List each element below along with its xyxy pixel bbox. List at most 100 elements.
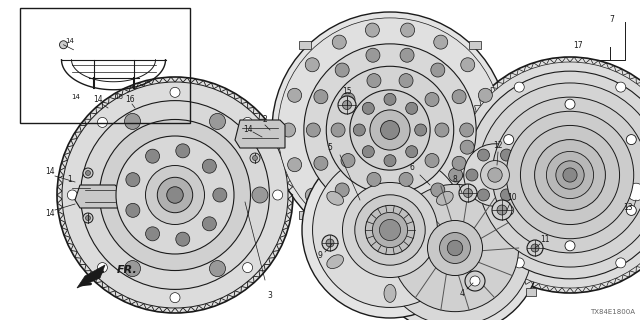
Ellipse shape [327, 191, 344, 205]
Circle shape [506, 111, 634, 239]
Circle shape [250, 153, 260, 163]
Circle shape [406, 146, 418, 158]
Circle shape [62, 82, 288, 308]
Text: 17: 17 [573, 41, 583, 50]
Circle shape [243, 263, 253, 273]
Text: 15: 15 [342, 87, 352, 97]
Ellipse shape [384, 158, 396, 176]
Ellipse shape [327, 255, 344, 268]
Circle shape [515, 258, 524, 268]
Circle shape [465, 271, 485, 291]
Circle shape [504, 205, 514, 215]
Circle shape [82, 187, 98, 203]
Circle shape [627, 135, 636, 145]
Circle shape [460, 140, 474, 154]
Circle shape [401, 23, 415, 37]
Circle shape [392, 184, 518, 312]
Circle shape [627, 205, 636, 215]
Circle shape [428, 220, 483, 276]
Text: 3: 3 [268, 291, 273, 300]
Circle shape [478, 158, 492, 172]
Circle shape [425, 154, 439, 167]
Text: 14: 14 [71, 94, 80, 100]
Circle shape [400, 48, 414, 62]
Circle shape [314, 90, 328, 104]
Circle shape [342, 100, 351, 109]
Circle shape [305, 188, 319, 202]
Circle shape [488, 129, 502, 143]
Circle shape [384, 155, 396, 167]
Circle shape [116, 136, 234, 254]
Circle shape [627, 183, 640, 201]
Circle shape [362, 102, 374, 114]
Circle shape [492, 97, 640, 253]
Circle shape [145, 149, 159, 163]
Ellipse shape [436, 191, 453, 205]
Circle shape [452, 57, 640, 293]
Circle shape [314, 156, 328, 170]
Circle shape [272, 12, 508, 248]
Circle shape [515, 82, 524, 92]
Circle shape [253, 156, 257, 161]
Circle shape [305, 58, 319, 72]
Circle shape [83, 168, 93, 178]
Circle shape [478, 83, 640, 267]
Circle shape [67, 190, 77, 200]
Circle shape [488, 207, 502, 221]
Polygon shape [469, 41, 481, 49]
Circle shape [355, 195, 425, 265]
Circle shape [425, 92, 439, 107]
Circle shape [273, 190, 283, 200]
Ellipse shape [384, 284, 396, 302]
Text: 16: 16 [114, 94, 123, 100]
Circle shape [302, 142, 478, 318]
Circle shape [440, 233, 470, 263]
Circle shape [399, 74, 413, 88]
Circle shape [57, 77, 293, 313]
Circle shape [338, 96, 356, 114]
Text: 8: 8 [452, 175, 458, 185]
Circle shape [401, 223, 415, 237]
Text: 14: 14 [45, 209, 55, 218]
Circle shape [384, 93, 396, 105]
Circle shape [434, 211, 448, 225]
Circle shape [463, 170, 474, 180]
Polygon shape [299, 211, 311, 219]
Text: 6: 6 [410, 164, 415, 172]
Circle shape [312, 153, 467, 308]
Circle shape [243, 117, 253, 127]
Circle shape [431, 63, 445, 77]
Text: 9: 9 [317, 251, 323, 260]
Ellipse shape [436, 255, 453, 268]
Circle shape [86, 171, 90, 175]
Circle shape [378, 171, 532, 320]
Circle shape [167, 187, 183, 203]
Circle shape [367, 172, 381, 186]
Circle shape [399, 172, 413, 186]
Circle shape [145, 165, 205, 225]
Circle shape [434, 35, 448, 49]
Circle shape [488, 168, 502, 182]
Circle shape [563, 168, 577, 182]
Circle shape [457, 62, 640, 288]
Circle shape [527, 240, 543, 256]
Polygon shape [526, 288, 536, 296]
Circle shape [86, 215, 90, 220]
Circle shape [620, 176, 640, 208]
Circle shape [97, 263, 108, 273]
Circle shape [287, 88, 301, 102]
Circle shape [492, 200, 512, 220]
Text: 14: 14 [45, 167, 55, 177]
Circle shape [125, 260, 141, 276]
Circle shape [331, 123, 345, 137]
Circle shape [282, 123, 296, 137]
Text: 5: 5 [328, 143, 332, 153]
Circle shape [341, 154, 355, 167]
Text: 11: 11 [540, 236, 550, 244]
Circle shape [332, 35, 346, 49]
Text: 10: 10 [507, 193, 517, 202]
Circle shape [447, 240, 463, 256]
Circle shape [481, 161, 509, 189]
Circle shape [461, 58, 475, 72]
Text: 7: 7 [609, 15, 614, 25]
